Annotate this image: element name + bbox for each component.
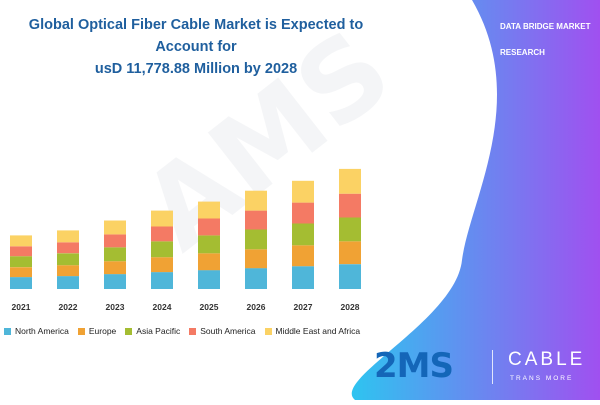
x-tick-label-2027: 2027 — [294, 302, 313, 312]
company-logo: 2MS CABLE TRANS MORE — [372, 346, 598, 390]
bar-segment-2022-asia-pacific — [57, 253, 79, 266]
bar-segment-2026-north-america — [245, 268, 267, 289]
bar-segment-2028-europe — [339, 241, 361, 265]
bar-segment-2027-south-america — [292, 202, 314, 224]
bar-segment-2027-europe — [292, 245, 314, 267]
legend-swatch — [264, 327, 272, 335]
bar-segment-2021-asia-pacific — [10, 256, 32, 268]
bar-segment-2024-south-america — [151, 226, 173, 242]
bar-segment-2022-europe — [57, 265, 79, 277]
bar-segment-2023-middle-east-and-africa — [104, 220, 126, 235]
x-tick-label-2021: 2021 — [12, 302, 31, 312]
bar-segment-2025-europe — [198, 253, 220, 271]
bar-segment-2026-middle-east-and-africa — [245, 190, 267, 211]
legend-label: North America — [15, 326, 69, 336]
x-tick-label-2028: 2028 — [341, 302, 360, 312]
chart-legend: North America Europe Asia Pacific South Ame… — [4, 324, 369, 338]
x-tick-label-2022: 2022 — [59, 302, 78, 312]
legend-item-south-america: South America — [189, 326, 256, 336]
chart-title-line1: Global Optical Fiber Cable Market is Exp… — [28, 17, 364, 55]
x-tick-label-2025: 2025 — [200, 302, 219, 312]
legend-item-europe: Europe — [77, 326, 117, 336]
legend-label: South America — [200, 326, 256, 336]
bar-segment-2025-middle-east-and-africa — [198, 201, 220, 219]
chart-title: Global Optical Fiber Cable Market is Exp… — [6, 14, 386, 80]
bar-segment-2022-north-america — [57, 276, 79, 289]
bar-segment-2023-asia-pacific — [104, 247, 126, 262]
bar-segment-2023-europe — [104, 261, 126, 275]
gradient-panel — [351, 0, 600, 400]
bar-segment-2026-europe — [245, 249, 267, 269]
legend-item-asia-pacific: Asia Pacific — [125, 326, 180, 336]
brand-name: DATA BRIDGE MARKET RESEARCH — [500, 14, 598, 66]
logo-divider — [492, 350, 493, 384]
brand-line2: RESEARCH — [500, 48, 545, 57]
bar-segment-2023-south-america — [104, 234, 126, 248]
bar-segment-2027-north-america — [292, 266, 314, 289]
logo-tagline: TRANS MORE — [510, 375, 574, 382]
bar-segment-2025-asia-pacific — [198, 235, 220, 254]
bar-segment-2021-south-america — [10, 246, 32, 257]
brand-line1: DATA BRIDGE MARKET — [500, 22, 591, 31]
x-tick-label-2026: 2026 — [247, 302, 266, 312]
bar-segment-2028-south-america — [339, 193, 361, 218]
legend-swatch — [4, 327, 11, 335]
logo-ams-text: 2MS — [374, 346, 454, 386]
legend-swatch — [77, 327, 85, 335]
bar-segment-2024-north-america — [151, 272, 173, 289]
chart-title-line2: usD 11,778.88 Million by 2028 — [94, 61, 298, 77]
bar-segment-2028-asia-pacific — [339, 217, 361, 242]
bar-segment-2022-south-america — [57, 242, 79, 254]
bar-segment-2027-middle-east-and-africa — [292, 180, 314, 203]
bar-segment-2021-middle-east-and-africa — [10, 235, 32, 247]
legend-swatch — [189, 327, 197, 335]
bar-segment-2028-north-america — [339, 264, 361, 289]
legend-label: Europe — [88, 326, 117, 336]
bar-segment-2024-europe — [151, 257, 173, 273]
bar-segment-2022-middle-east-and-africa — [57, 230, 79, 243]
bar-segment-2028-middle-east-and-africa — [339, 168, 361, 194]
legend-label: Asia Pacific — [136, 326, 181, 336]
bar-segment-2026-asia-pacific — [245, 229, 267, 250]
x-tick-label-2024: 2024 — [153, 302, 172, 312]
legend-item-north-america: North America — [4, 326, 69, 336]
bar-segment-2023-north-america — [104, 274, 126, 289]
legend-item-middle-east-and-africa: Middle East and Africa — [264, 326, 361, 336]
bar-segment-2021-north-america — [10, 277, 32, 289]
legend-label: Middle East and Africa — [275, 326, 361, 336]
bar-segment-2024-middle-east-and-africa — [151, 210, 173, 227]
bar-segment-2027-asia-pacific — [292, 223, 314, 246]
bar-segment-2021-europe — [10, 267, 32, 278]
legend-swatch — [125, 327, 133, 335]
bar-segment-2025-south-america — [198, 218, 220, 236]
logo-cable-text: CABLE — [508, 349, 586, 370]
bar-segment-2026-south-america — [245, 210, 267, 230]
bar-segment-2024-asia-pacific — [151, 241, 173, 258]
x-tick-label-2023: 2023 — [106, 302, 125, 312]
bar-segment-2025-north-america — [198, 270, 220, 289]
